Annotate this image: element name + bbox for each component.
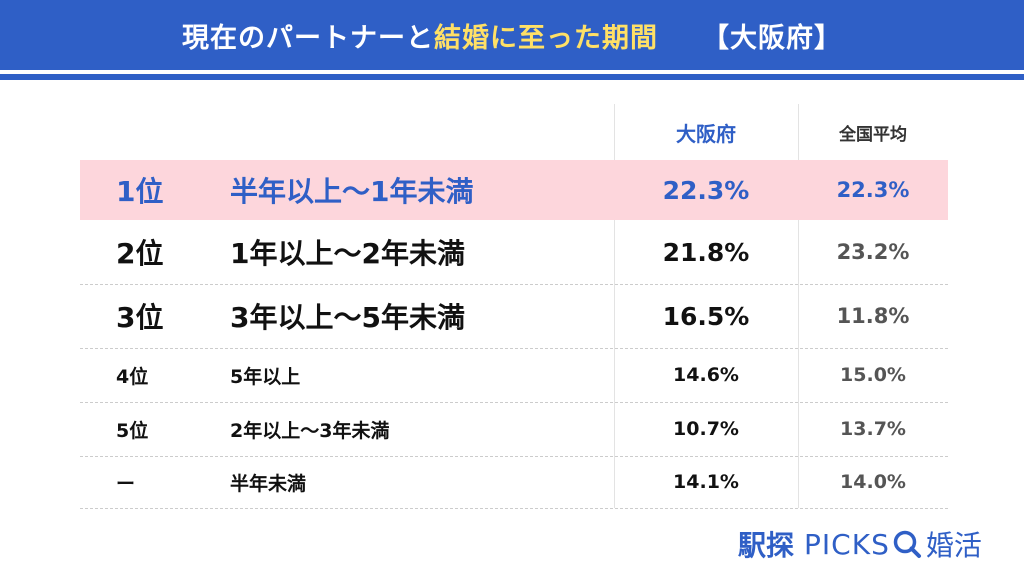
- osaka-value: 21.8%: [662, 237, 750, 267]
- osaka-value: 22.3%: [662, 175, 750, 205]
- period-label: 5年以上: [230, 365, 301, 388]
- period-label: 1年以上～2年未満: [230, 237, 465, 270]
- column-divider: [798, 104, 799, 508]
- title-underline: [0, 74, 1024, 80]
- national-value: 22.3%: [836, 178, 910, 202]
- title-text: 現在のパートナーと: [182, 22, 434, 54]
- national-value: 11.8%: [836, 304, 910, 328]
- period-label: 3年以上～5年未満: [230, 301, 465, 334]
- table-row: 4位 5年以上 14.6% 15.0%: [80, 348, 948, 403]
- period-label: 半年未満: [230, 472, 307, 495]
- logo-text-ekitan: 駅探: [738, 529, 795, 562]
- national-value: 23.2%: [836, 240, 910, 264]
- table-row: 5位 2年以上～3年未満 10.7% 13.7%: [80, 402, 948, 457]
- rank-label: 1位: [116, 175, 164, 208]
- osaka-value: 16.5%: [662, 301, 750, 331]
- page-title: 現在のパートナーと 結婚に至った期間 【大阪府】: [0, 0, 1024, 70]
- title-region: 【大阪府】: [702, 22, 842, 54]
- column-divider: [614, 104, 615, 508]
- rank-label: 5位: [116, 419, 149, 442]
- rank-label: 3位: [116, 301, 164, 334]
- osaka-value: 14.1%: [673, 471, 739, 493]
- osaka-value: 10.7%: [673, 418, 739, 440]
- title-highlight: 結婚に至った期間: [434, 22, 658, 54]
- title-banner: [0, 0, 1024, 73]
- period-label: 半年以上～1年未満: [230, 175, 474, 208]
- logo-text-konkatsu: 婚活: [925, 529, 982, 562]
- national-value: 13.7%: [840, 418, 906, 440]
- rank-label: 4位: [116, 365, 149, 388]
- table-row: 3位 3年以上～5年未満 16.5% 11.8%: [80, 284, 948, 349]
- national-value: 15.0%: [840, 364, 906, 386]
- rank-label: 2位: [116, 237, 164, 270]
- logo-text-picks: PICKS: [804, 527, 890, 561]
- brand-logo: 駅探 PICKS 婚活: [738, 522, 982, 566]
- table-row: ー 半年未満 14.1% 14.0%: [80, 456, 948, 509]
- rank-label: ー: [116, 472, 136, 495]
- column-header-national: 全国平均: [839, 124, 907, 145]
- table-row: 1位 半年以上～1年未満 22.3% 22.3%: [80, 160, 948, 220]
- column-header-osaka: 大阪府: [676, 121, 736, 146]
- period-label: 2年以上～3年未満: [230, 419, 390, 442]
- national-value: 14.0%: [840, 471, 906, 493]
- table-row: 2位 1年以上～2年未満 21.8% 23.2%: [80, 220, 948, 285]
- magnifier-icon: [893, 530, 921, 558]
- osaka-value: 14.6%: [673, 364, 739, 386]
